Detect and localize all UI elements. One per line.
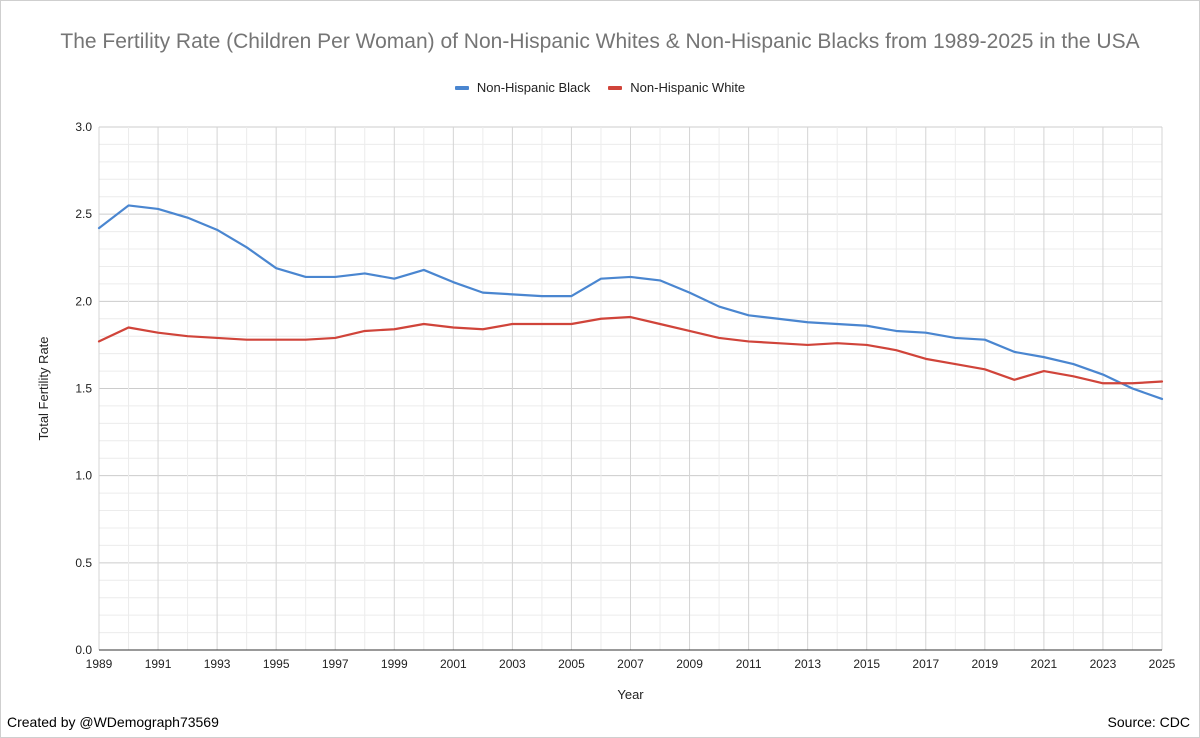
x-tick-label: 2017 [912,657,939,671]
legend-item-black[interactable]: Non-Hispanic Black [454,80,591,95]
y-tick-label: 0.0 [75,643,92,657]
x-tick-label: 2015 [853,657,880,671]
x-tick-label: 2025 [1149,657,1176,671]
legend-swatch-white [608,85,623,90]
x-tick-label: 1997 [322,657,349,671]
chart-title: The Fertility Rate (Children Per Woman) … [60,30,1140,53]
x-tick-label: 2023 [1090,657,1117,671]
x-tick-label: 2007 [617,657,644,671]
x-axis-title: Year [617,687,644,702]
x-tick-label: 1989 [86,657,113,671]
legend-item-white[interactable]: Non-Hispanic White [608,80,745,95]
y-axis-title: Total Fertility Rate [36,336,51,440]
x-tick-label: 1991 [145,657,172,671]
legend-label-black: Non-Hispanic Black [476,80,591,95]
legend-label-white: Non-Hispanic White [630,80,746,95]
x-tick-label: 2001 [440,657,467,671]
x-tick-label: 1999 [381,657,408,671]
y-tick-label: 1.0 [75,469,92,483]
series-line-non-hispanic-black [97,204,1164,401]
x-tick-label: 2011 [736,657,762,671]
legend: Non-Hispanic Black Non-Hispanic White [0,80,1200,95]
x-tick-label: 2019 [971,657,998,671]
legend-swatch-black [454,85,469,90]
x-tick-label: 2009 [676,657,703,671]
source-text: Source: CDC [1107,714,1190,730]
y-tick-label: 0.5 [75,556,92,570]
x-tick-label: 2005 [558,657,585,671]
series-line-non-hispanic-white [97,315,1164,385]
y-tick-label: 3.0 [75,120,92,134]
y-tick-label: 1.5 [75,382,92,396]
y-tick-label: 2.0 [75,294,92,308]
x-tick-label: 2013 [794,657,821,671]
y-tick-label: 2.5 [75,207,92,221]
x-tick-label: 1993 [204,657,231,671]
x-tick-label: 2021 [1031,657,1058,671]
credit-text: Created by @WDemograph73569 [7,714,219,730]
x-tick-label: 1995 [263,657,290,671]
x-tick-label: 2003 [499,657,526,671]
